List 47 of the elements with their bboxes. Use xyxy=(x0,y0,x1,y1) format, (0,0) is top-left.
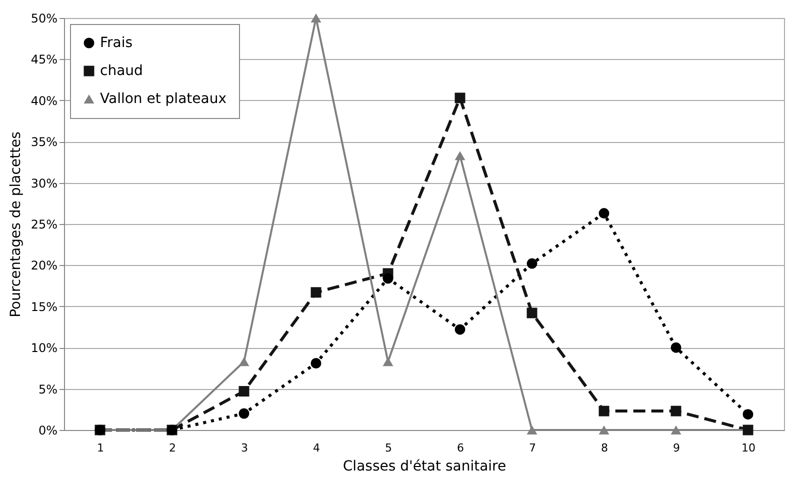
point xyxy=(670,425,682,435)
point xyxy=(742,409,754,420)
point xyxy=(598,425,610,435)
y-tick-label: 0% xyxy=(38,424,58,438)
y-tick-label: 45% xyxy=(30,52,58,67)
point xyxy=(454,324,466,335)
x-tick-label: 10 xyxy=(742,442,756,454)
x-tick-label: 1 xyxy=(97,442,104,454)
point xyxy=(454,151,466,160)
y-axis-title: Pourcentages de placettes xyxy=(8,132,24,318)
y-tick-label: 5% xyxy=(38,382,58,396)
y-tick-label: 10% xyxy=(30,341,58,356)
point xyxy=(310,287,322,298)
point xyxy=(526,258,538,269)
x-tick-label: 6 xyxy=(457,442,464,454)
point xyxy=(598,406,610,416)
y-tick-label: 15% xyxy=(30,300,58,314)
point xyxy=(526,425,538,435)
x-tick-label: 2 xyxy=(169,442,176,454)
point xyxy=(670,406,682,416)
x-axis-title: Classes d'état sanitaire xyxy=(342,458,506,474)
x-tick-label: 9 xyxy=(673,442,680,454)
point xyxy=(454,92,466,104)
point xyxy=(526,308,538,318)
y-tick-label: 35% xyxy=(30,135,58,150)
x-tick-label: 8 xyxy=(601,442,608,454)
legend-label: Frais xyxy=(100,35,133,51)
y-tick-label: 30% xyxy=(30,176,58,190)
point xyxy=(310,13,322,23)
y-tick-label: 50% xyxy=(30,12,58,26)
point xyxy=(382,273,394,284)
point xyxy=(238,386,250,397)
point xyxy=(238,408,250,419)
point xyxy=(238,357,250,366)
legend-label: chaud xyxy=(100,63,143,79)
y-tick-label: 20% xyxy=(30,258,58,273)
y-tick-label: 25% xyxy=(30,218,58,232)
point xyxy=(382,357,394,366)
point xyxy=(310,358,322,368)
legend-label: Vallon et plateaux xyxy=(100,91,226,107)
x-tick-label: 7 xyxy=(529,442,536,454)
y-tick-label: 40% xyxy=(30,94,58,108)
x-tick-label: 3 xyxy=(241,442,248,454)
point xyxy=(598,208,610,219)
x-tick-label: 5 xyxy=(385,442,392,454)
point xyxy=(670,342,682,353)
x-tick-label: 4 xyxy=(313,442,320,454)
